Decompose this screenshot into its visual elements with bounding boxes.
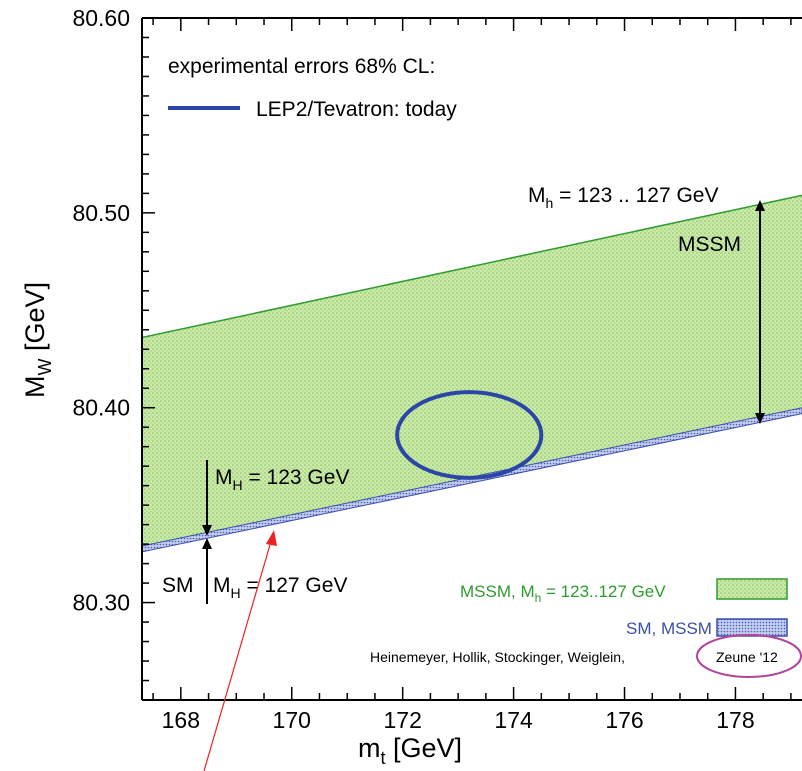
axis-ticks (142, 17, 792, 700)
y-tick-label: 80.60 (72, 5, 130, 31)
mssm-label: MSSM (678, 233, 741, 256)
x-tick-label: 174 (494, 707, 533, 733)
mh-123-label: MH = 123 GeV (215, 466, 349, 493)
x-tick-label: 170 (273, 707, 311, 733)
legend-heading: experimental errors 68% CL: (168, 55, 435, 78)
legend-sm-mssm-label: SM, MSSM (626, 619, 712, 638)
red-pointer-arrow (203, 530, 277, 771)
legend-mssm-swatch (716, 578, 788, 600)
y-tick-label: 80.30 (72, 590, 130, 616)
x-tick-labels: 168 170 172 174 176 178 (162, 707, 755, 733)
mssm-upper-edge (142, 194, 802, 339)
x-tick-label: 172 (383, 707, 421, 733)
y-tick-label: 80.50 (72, 200, 130, 226)
mh-127-label: MH = 127 GeV (213, 574, 347, 601)
x-axis-title: mt [GeV] (358, 733, 462, 768)
legend-sm-mssm-swatch (716, 618, 788, 637)
x-tick-label: 176 (605, 707, 643, 733)
highlight-circle (696, 634, 802, 678)
sm-label: SM (162, 574, 194, 597)
mssm-range-arrow (755, 200, 765, 424)
mh-mssm-label: Mh = 123 .. 127 GeV (528, 184, 719, 211)
x-tick-label: 178 (716, 707, 754, 733)
lep2-tevatron-ellipse (395, 390, 544, 480)
y-axis-title: MW [GeV] (20, 282, 55, 398)
y-tick-labels: 80.30 80.40 80.50 80.60 (72, 5, 130, 616)
x-tick-label: 168 (162, 707, 200, 733)
sm-range-arrows (202, 460, 212, 604)
plot-frame (141, 17, 802, 701)
legend-authors-highlight: Zeune '12 (716, 649, 778, 665)
legend-authors: Heinemeyer, Hollik, Stockinger, Weiglein… (370, 649, 625, 665)
legend-mssm-label: MSSM, Mh = 123..127 GeV (460, 582, 666, 605)
y-tick-label: 80.40 (72, 395, 130, 421)
legend-line-label: LEP2/Tevatron: today (256, 98, 457, 121)
mssm-band (142, 195, 802, 550)
